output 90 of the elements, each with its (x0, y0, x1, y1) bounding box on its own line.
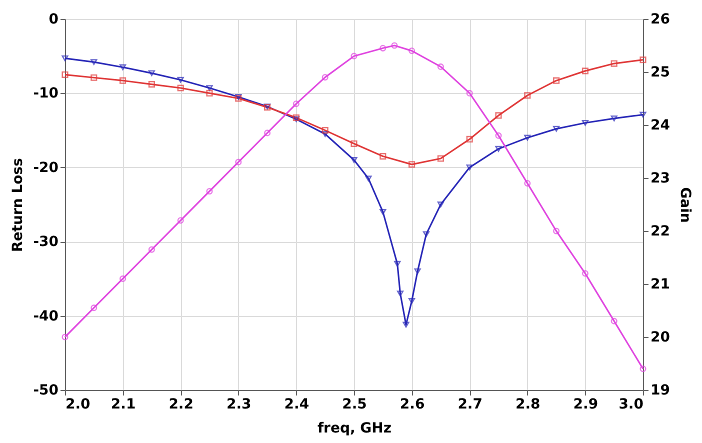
y2-axis-title: Gain (676, 187, 693, 223)
x-tick-label: 3.0 (618, 396, 644, 412)
point (524, 134, 531, 141)
point (90, 74, 98, 81)
y-tick-label: -20 (33, 160, 59, 176)
y-axis-title: Return Loss (10, 158, 26, 252)
point (408, 48, 416, 54)
y2-tick-label: 23 (650, 170, 670, 186)
point (391, 42, 398, 49)
point (524, 92, 531, 99)
point (610, 115, 618, 122)
x-tick-label: 2.6 (400, 396, 425, 412)
point (414, 268, 421, 274)
point (62, 71, 68, 78)
point (322, 131, 328, 137)
point (62, 55, 68, 62)
point (206, 90, 213, 96)
point (350, 140, 358, 147)
point (148, 81, 155, 88)
point (322, 74, 328, 81)
y2-tick-label: 19 (650, 382, 670, 398)
point (177, 217, 184, 224)
point (553, 126, 560, 132)
point (120, 275, 126, 282)
point (610, 60, 618, 67)
x-tick-label: 2.2 (168, 396, 194, 412)
y2-tick-label: 20 (650, 330, 670, 346)
point (380, 208, 386, 215)
point (610, 318, 618, 324)
point (206, 85, 213, 91)
y2-tick-label: 22 (650, 224, 670, 240)
point (466, 164, 473, 170)
point (148, 246, 155, 253)
point (90, 59, 98, 65)
point (148, 70, 155, 76)
point (495, 132, 502, 139)
y2-tick-label: 25 (650, 64, 670, 80)
point (422, 231, 430, 238)
y-tick-label: 0 (48, 12, 59, 28)
point (408, 161, 416, 168)
x-tick-label: 2.4 (284, 396, 310, 412)
point (380, 152, 386, 160)
point (380, 44, 386, 52)
point (120, 77, 126, 84)
point (350, 52, 358, 60)
y-tick-label: -30 (33, 234, 59, 250)
point (640, 56, 646, 64)
point (495, 112, 502, 119)
x-tick-label: 2.9 (573, 396, 598, 412)
point (408, 298, 416, 304)
x-tick-label: 2.1 (110, 396, 136, 412)
point (437, 155, 444, 162)
y2-tick-label: 21 (650, 276, 670, 292)
x-tick-label: 2.0 (66, 396, 91, 412)
point (365, 176, 372, 182)
point (235, 158, 242, 166)
x-tick-label: 2.8 (515, 396, 540, 412)
point (553, 228, 560, 234)
point (396, 290, 404, 296)
point (322, 127, 328, 134)
point (402, 322, 410, 328)
point (292, 100, 300, 108)
point (466, 136, 473, 142)
y2-tick-label: 24 (650, 118, 670, 134)
point (120, 64, 126, 70)
point (264, 130, 271, 136)
point (524, 180, 531, 187)
y2-tick-label: 26 (650, 12, 670, 28)
point (495, 146, 502, 152)
y-tick-label: -50 (33, 382, 59, 398)
y-tick-label: -10 (33, 86, 59, 102)
point (582, 120, 588, 126)
x-axis-title: freq, GHz (317, 420, 392, 436)
point (466, 90, 473, 96)
x-tick-label: 2.5 (342, 396, 367, 412)
point (177, 76, 184, 83)
point (90, 304, 98, 312)
x-tick-label: 2.7 (458, 396, 483, 412)
point (437, 202, 444, 208)
x-tick-label: 2.3 (226, 396, 252, 412)
point (553, 77, 560, 84)
point (350, 157, 358, 163)
point (640, 112, 646, 118)
point (582, 270, 588, 277)
point (394, 260, 401, 267)
point (206, 188, 213, 195)
point (177, 84, 184, 92)
point (582, 68, 588, 74)
y-tick-label: -40 (33, 308, 59, 324)
point (437, 63, 444, 70)
